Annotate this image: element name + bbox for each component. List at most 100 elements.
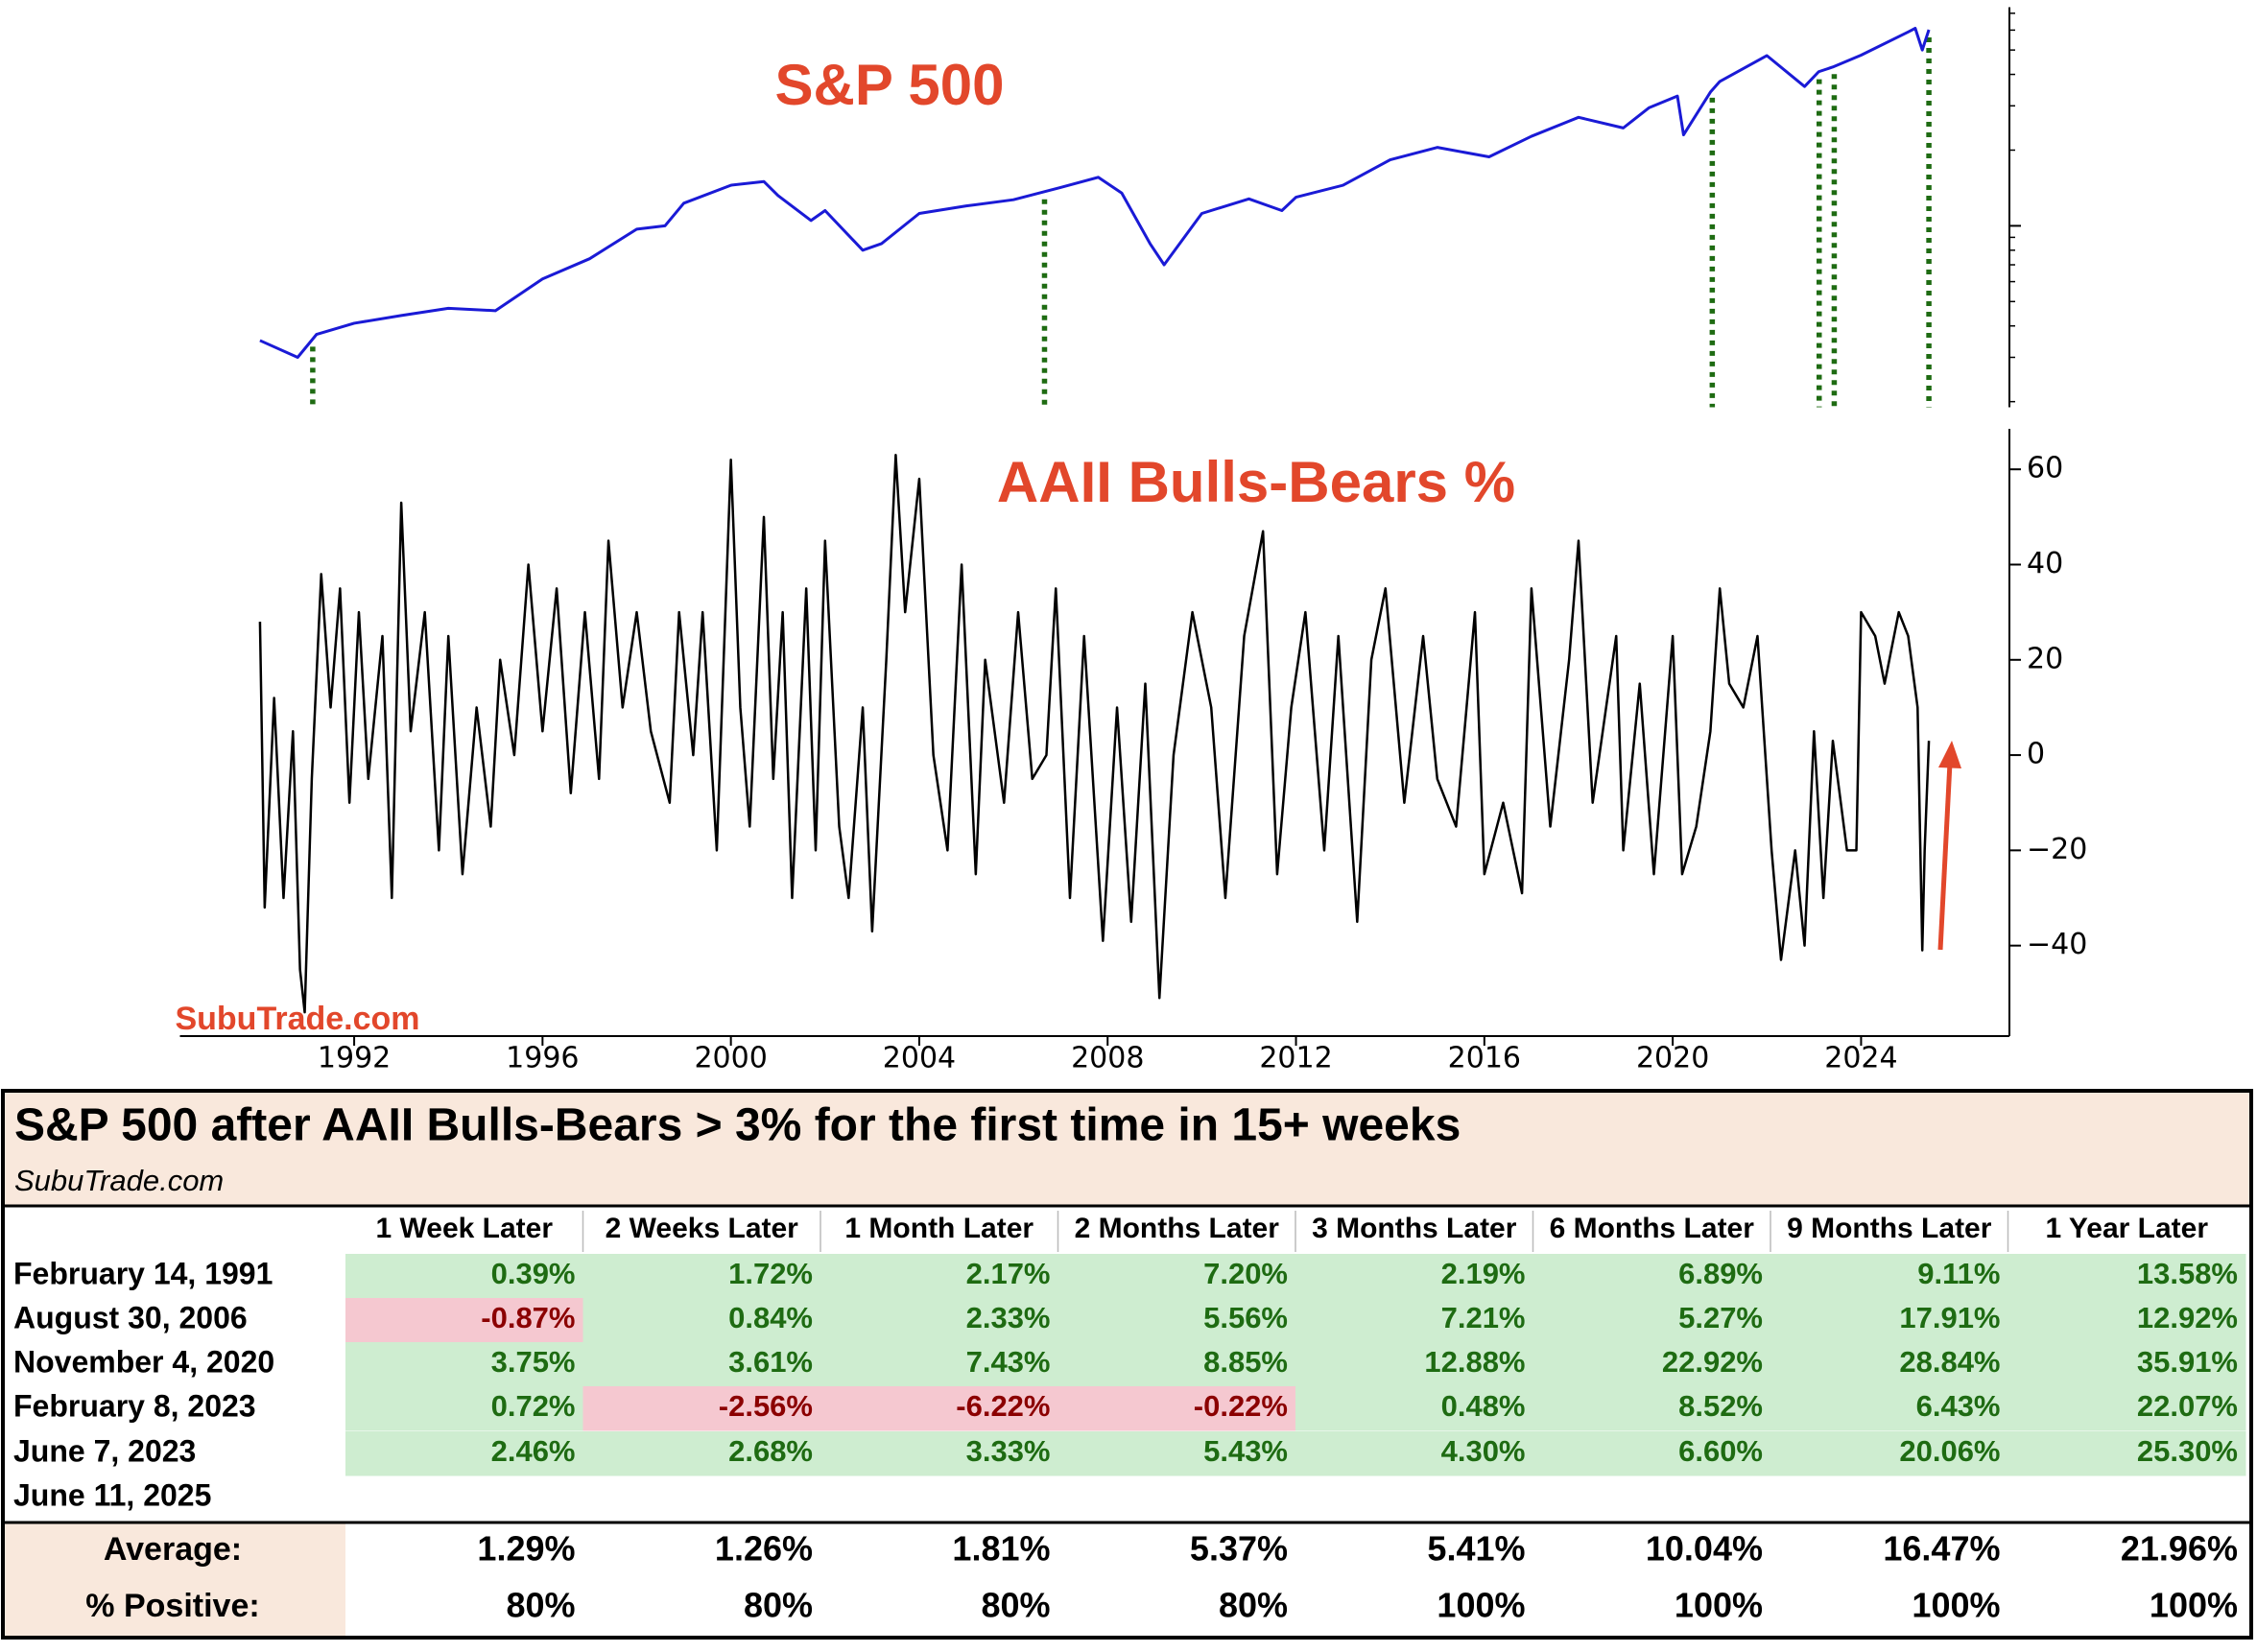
column-header: 3 Months Later: [1312, 1213, 1517, 1244]
row-date: June 7, 2023: [13, 1433, 196, 1468]
cell-bg: [1057, 1342, 1296, 1387]
summary-label-bg: [3, 1522, 345, 1638]
x-tick-label: 2020: [1636, 1042, 1709, 1075]
cell-value: 2.46%: [491, 1434, 576, 1468]
cell-bg: [345, 1431, 583, 1476]
cell-value: 35.91%: [2137, 1345, 2238, 1379]
summary-value: 5.37%: [1190, 1529, 1288, 1569]
column-header: 9 Months Later: [1787, 1213, 1992, 1244]
cell-value: 8.52%: [1678, 1389, 1763, 1423]
cell-value: 22.07%: [2137, 1389, 2238, 1423]
cell-bg: [1295, 1386, 1533, 1431]
cell-value: 3.33%: [966, 1434, 1051, 1468]
cell-value: 12.88%: [1424, 1345, 1525, 1379]
cell-value: 3.61%: [728, 1345, 813, 1379]
cell-bg: [820, 1342, 1058, 1387]
arrow-head: [1938, 741, 1961, 768]
x-tick-label: 2008: [1071, 1042, 1144, 1075]
table-body: 1 Week Later 2 Weeks Later 1 Month Later 2 …: [13, 1211, 2246, 1625]
cell-value: -6.22%: [956, 1389, 1050, 1423]
x-tick-label: 2024: [1824, 1042, 1897, 1075]
cell-value: 1.72%: [728, 1257, 813, 1290]
cell-bg: [1770, 1298, 2008, 1343]
data-line: [258, 454, 1931, 1014]
chart-title: AAII Bulls-Bears %: [997, 450, 1515, 514]
arrow-shaft: [1937, 762, 1953, 951]
cell-value: 13.58%: [2137, 1257, 2238, 1290]
summary-value: 1.26%: [715, 1529, 813, 1569]
cell-value: 25.30%: [2137, 1434, 2238, 1468]
summary-value: 10.04%: [1646, 1529, 1763, 1569]
row-date: February 14, 1991: [13, 1256, 273, 1290]
table-title: S&P 500 after AAII Bulls-Bears > 3% for …: [14, 1100, 1461, 1151]
summary-value: 1.81%: [952, 1529, 1050, 1569]
table-border: [1, 1089, 2253, 1640]
cell-value: 8.85%: [1203, 1345, 1288, 1379]
cell-value: 0.48%: [1441, 1389, 1526, 1423]
cell-bg: [1770, 1431, 2008, 1476]
cell-bg: [582, 1342, 821, 1387]
cell-bg: [1057, 1386, 1296, 1431]
x-tick-label: 2016: [1448, 1042, 1521, 1075]
cell-value: 2.19%: [1441, 1257, 1526, 1290]
summary-value: 80%: [744, 1586, 813, 1625]
cell-bg: [1532, 1431, 1771, 1476]
cell-bg: [1057, 1431, 1296, 1476]
cell-value: 2.17%: [966, 1257, 1051, 1290]
cell-bg: [582, 1254, 821, 1299]
cell-bg: [1532, 1254, 1771, 1299]
arrow: [1937, 741, 1961, 951]
cell-bg: [820, 1254, 1058, 1299]
summary-value: 100%: [1437, 1586, 1525, 1625]
cell-bg: [820, 1298, 1058, 1343]
cell-value: 3.75%: [491, 1345, 576, 1379]
summary-value: 1.29%: [477, 1529, 575, 1569]
cell-bg: [582, 1386, 821, 1431]
summary-value: 5.41%: [1427, 1529, 1525, 1569]
cell-bg: [2008, 1342, 2246, 1387]
cell-value: 5.27%: [1678, 1301, 1763, 1334]
chart-title: S&P 500: [774, 53, 1004, 117]
cell-bg: [820, 1431, 1058, 1476]
cell-bg: [1295, 1254, 1533, 1299]
summary-value: 80%: [506, 1586, 575, 1625]
column-header: 1 Week Later: [375, 1213, 553, 1244]
summary-value: 80%: [981, 1586, 1050, 1625]
cell-bg: [582, 1298, 821, 1343]
y-tick-label: 60: [2027, 452, 2063, 485]
y-tick-label: −20: [2027, 833, 2087, 866]
cell-bg: [1532, 1298, 1771, 1343]
cell-bg: [2008, 1431, 2246, 1476]
cell-value: 0.72%: [491, 1389, 576, 1423]
x-tick-label: 1992: [318, 1042, 391, 1075]
cell-bg: [1295, 1298, 1533, 1343]
cell-value: 28.84%: [1899, 1345, 2000, 1379]
summary-value: 16.47%: [1883, 1529, 2000, 1569]
data-line: [259, 27, 1931, 359]
cell-value: 5.56%: [1203, 1301, 1288, 1334]
column-header: 1 Year Later: [2045, 1213, 2208, 1244]
x-tick-label: 2012: [1259, 1042, 1332, 1075]
row-date: November 4, 2020: [13, 1344, 274, 1379]
summary-value: 21.96%: [2121, 1529, 2238, 1569]
cell-bg: [1295, 1342, 1533, 1387]
cell-bg: [1770, 1386, 2008, 1431]
cell-value: 2.68%: [728, 1434, 813, 1468]
cell-bg: [820, 1386, 1058, 1431]
cell-bg: [582, 1431, 821, 1476]
cell-value: 9.11%: [1917, 1257, 2000, 1290]
cell-value: 2.33%: [966, 1301, 1051, 1334]
cell-value: 22.92%: [1662, 1345, 1763, 1379]
cell-value: 6.89%: [1678, 1257, 1763, 1290]
summary-label: % Positive:: [85, 1588, 259, 1624]
row-date: February 8, 2023: [13, 1388, 256, 1423]
cell-value: 7.43%: [966, 1345, 1051, 1379]
cell-bg: [1770, 1254, 2008, 1299]
cell-value: 0.39%: [491, 1257, 576, 1290]
cell-bg: [2008, 1254, 2246, 1299]
cell-value: 5.43%: [1203, 1434, 1288, 1468]
summary-value: 80%: [1219, 1586, 1288, 1625]
cell-bg: [345, 1342, 583, 1387]
